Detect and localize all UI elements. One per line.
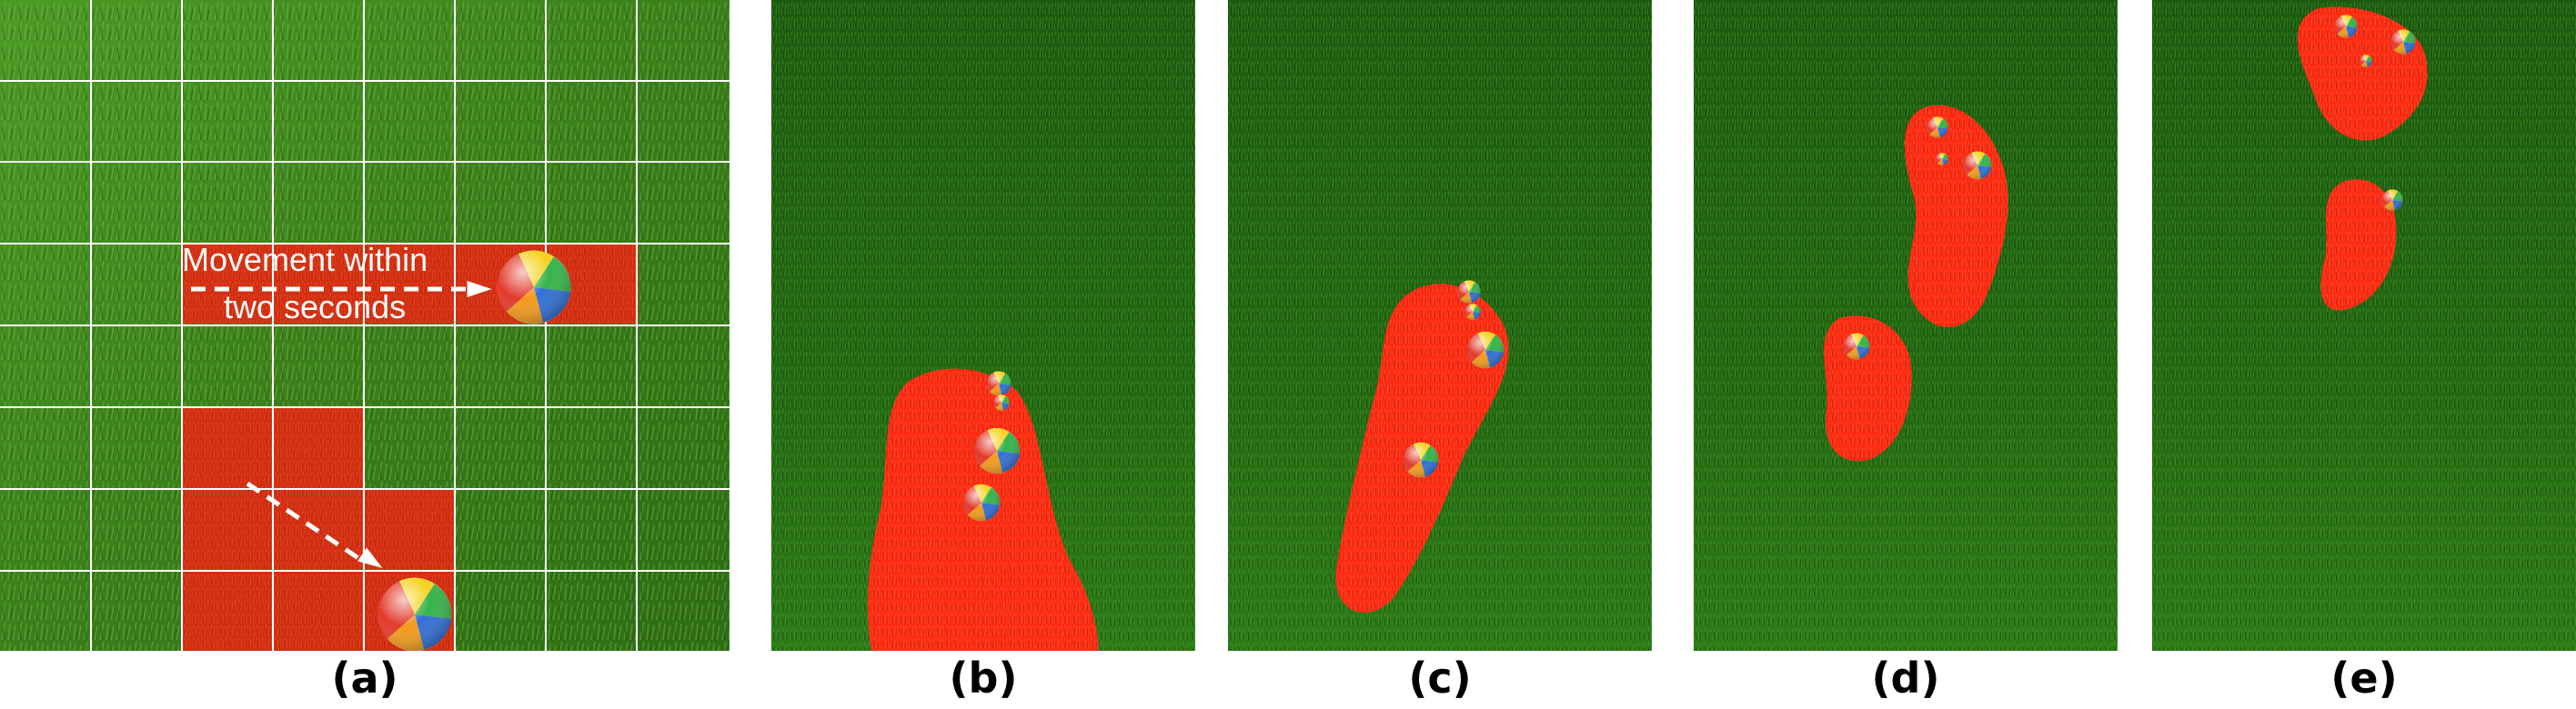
beach-ball-icon (1963, 151, 1992, 180)
panel-d (1694, 0, 2118, 651)
panel-c (1228, 0, 1652, 651)
beach-ball-icon (1936, 153, 1948, 165)
beach-ball-icon (2360, 55, 2372, 67)
beach-ball-icon (1843, 333, 1870, 360)
beach-ball-icon (1457, 280, 1481, 304)
panel-d-image (1694, 0, 2118, 651)
panel-e-image (2152, 0, 2576, 651)
panel-b-image (771, 0, 1195, 651)
panel-c-image (1228, 0, 1652, 651)
panel-a-label: (a) (331, 654, 398, 703)
beach-ball-icon (973, 428, 1021, 474)
beach-ball-icon (377, 577, 452, 651)
beach-ball-icon (2381, 189, 2403, 211)
panel-b-label: (b) (949, 654, 1018, 703)
grid (0, 0, 730, 651)
panel-a: Movement within two seconds (0, 0, 730, 651)
annotation-line-1: Movement within (182, 241, 428, 278)
panel-a-image: Movement within two seconds (0, 0, 730, 651)
annotation-line-2: two seconds (224, 288, 406, 325)
beach-ball-icon (2390, 29, 2416, 55)
beach-ball-icon (1927, 116, 1948, 138)
panel-c-label: (c) (1408, 654, 1472, 703)
panel-e-label: (e) (2330, 654, 2398, 703)
beach-ball-icon (962, 484, 1001, 522)
beach-ball-icon (1466, 331, 1504, 369)
beach-ball-icon (2334, 15, 2358, 38)
panel-e (2152, 0, 2576, 651)
beach-ball-icon (993, 394, 1010, 411)
panel-d-label: (d) (1871, 654, 1940, 703)
beach-ball-icon (1403, 442, 1439, 478)
beach-ball-icon (496, 250, 571, 325)
panel-b (771, 0, 1195, 651)
beach-ball-icon (986, 371, 1011, 396)
beach-ball-icon (1464, 304, 1481, 320)
